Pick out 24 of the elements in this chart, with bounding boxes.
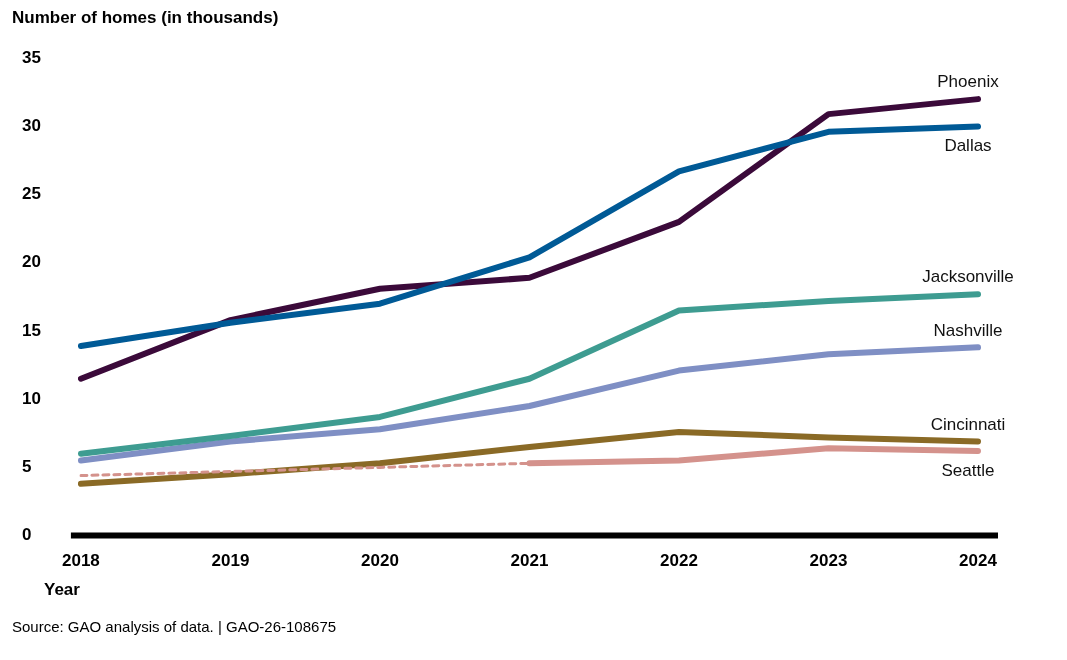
y-tick-label: 0 xyxy=(22,525,32,545)
x-tick-label: 2021 xyxy=(510,551,549,571)
x-tick-label: 2023 xyxy=(809,551,848,571)
x-tick-label: 2019 xyxy=(211,551,250,571)
series-label: Cincinnati xyxy=(930,414,1006,434)
y-tick-label: 15 xyxy=(22,320,41,340)
x-tick-label: 2022 xyxy=(660,551,698,571)
y-tick-label: 35 xyxy=(22,47,41,67)
source-note: Source: GAO analysis of data. | GAO-26-108675 xyxy=(12,618,338,635)
series-label: Phoenix xyxy=(937,72,1000,92)
x-tick-label: 2024 xyxy=(959,551,998,571)
x-tick-label: 2020 xyxy=(361,551,399,571)
series-label: Dallas xyxy=(944,136,992,156)
x-tick-label: 2018 xyxy=(62,551,100,571)
y-tick-label: 10 xyxy=(22,388,41,408)
y-axis-title: Number of homes (in thousands) xyxy=(12,8,280,28)
y-tick-label: 25 xyxy=(22,184,41,204)
x-axis-title: Year xyxy=(44,580,81,600)
series-label: Nashville xyxy=(933,320,1003,340)
y-tick-label: 5 xyxy=(22,457,32,477)
series-label: Jacksonville xyxy=(922,267,1014,287)
y-tick-label: 20 xyxy=(22,252,41,272)
y-tick-label: 30 xyxy=(22,116,41,136)
series-label: Seattle xyxy=(941,460,995,480)
